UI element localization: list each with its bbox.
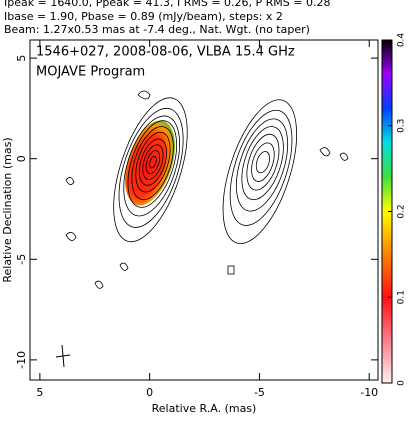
contours — [55, 90, 349, 368]
header-line: Ipeak = 1640.0, Ppeak = 41.3, I RMS = 0.… — [4, 0, 331, 9]
y-tick-label: -10 — [15, 351, 28, 369]
x-tick-label: -10 — [360, 386, 378, 399]
colorbar-tick-label: 0.1 — [397, 290, 407, 304]
y-tick-label: 0 — [15, 155, 28, 162]
x-tick-label: 0 — [146, 386, 153, 399]
header-line: Ibase = 1.90, Pbase = 0.89 (mJy/beam), s… — [4, 10, 283, 23]
x-tick-label: -5 — [254, 386, 265, 399]
header-line: Beam: 1.27x0.53 mas at -7.4 deg., Nat. W… — [4, 23, 310, 36]
y-tick-label: -5 — [15, 254, 28, 265]
plot-title: MOJAVE Program — [36, 65, 145, 80]
colorbar-tick-label: 0 — [397, 380, 407, 386]
y-axis-label: Relative Declination (mas) — [1, 137, 14, 282]
y-tick-label: 5 — [15, 55, 28, 62]
colorbar-tick-label: 0.3 — [397, 119, 407, 133]
colorbar-tick-label: 0.4 — [397, 33, 407, 48]
x-tick-label: 5 — [36, 386, 43, 399]
plot-title: 1546+027, 2008-08-06, VLBA 15.4 GHz — [36, 45, 295, 60]
plot-frame — [29, 39, 379, 381]
colorbar-tick-label: 0.2 — [397, 204, 407, 218]
x-axis-label: Relative R.A. (mas) — [152, 402, 257, 415]
